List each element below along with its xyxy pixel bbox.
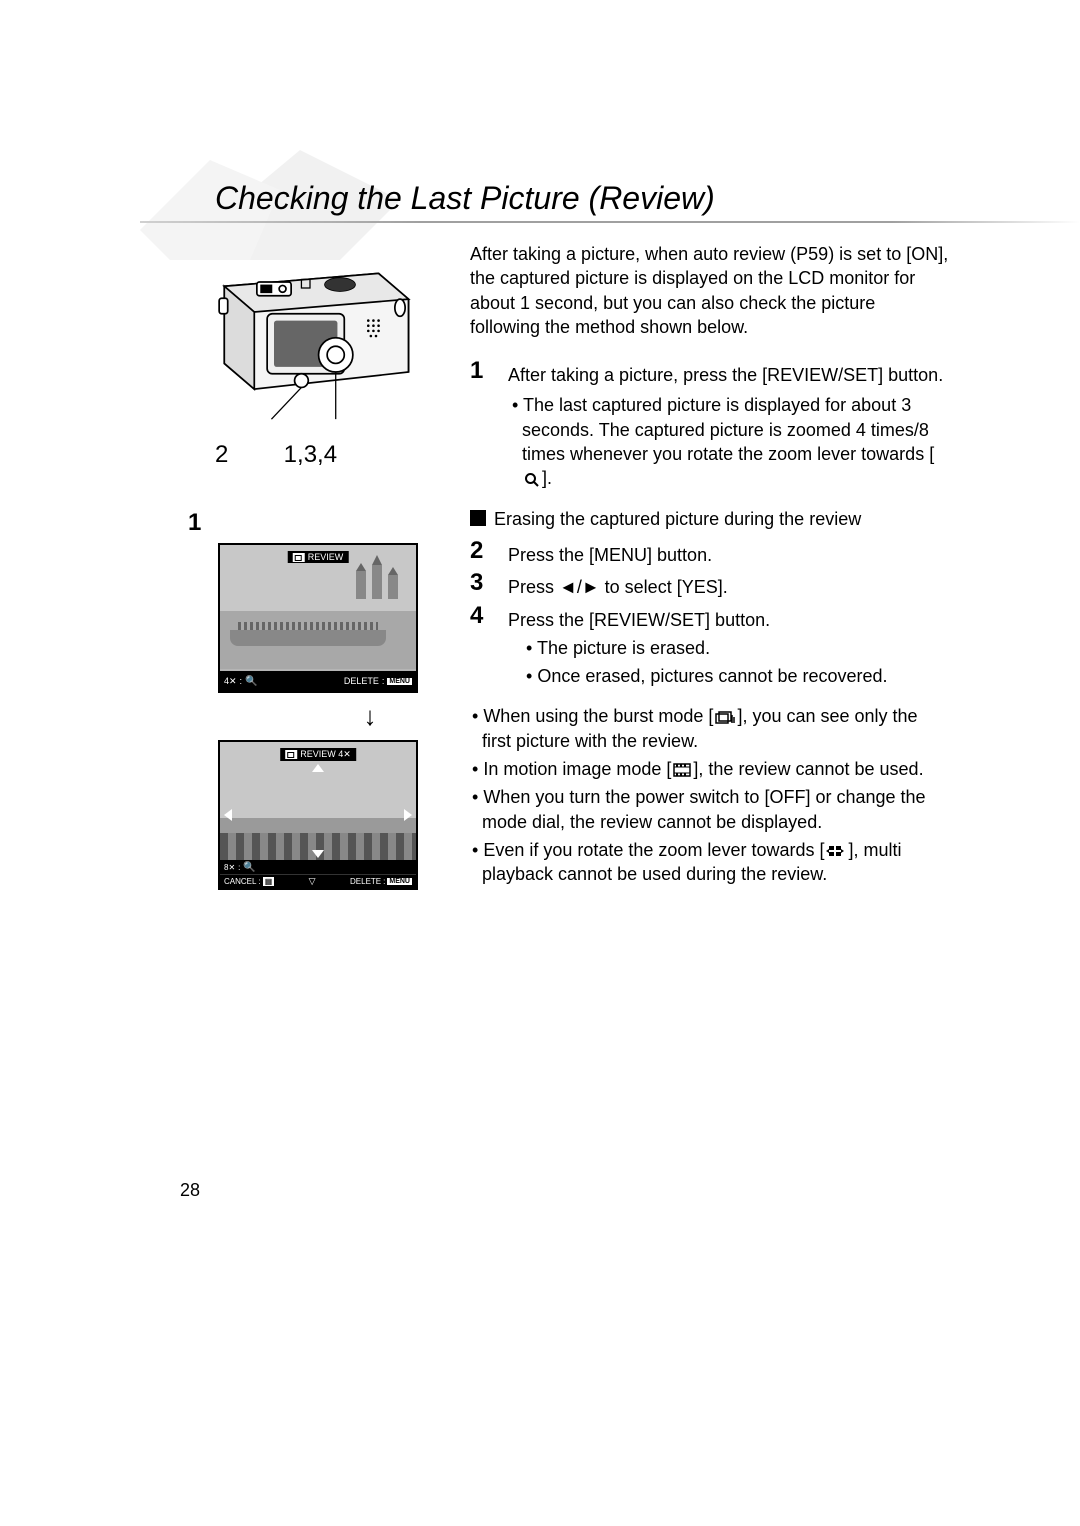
review-text: REVIEW <box>308 552 344 562</box>
step-4-bullet-1: The picture is erased. <box>508 636 950 660</box>
diagram-label-2: 2 <box>215 441 277 469</box>
nav-up-icon <box>312 764 324 772</box>
menu-label: MENU <box>387 678 412 685</box>
step-3: 3 Press ◄/► to select [YES]. <box>470 571 950 599</box>
camera-diagram <box>180 252 440 432</box>
step-1-num: 1 <box>470 359 490 490</box>
step-4-num: 4 <box>470 604 490 689</box>
screen-step-label: 1 <box>180 509 440 537</box>
zoom-8x: 8✕ <box>224 863 235 872</box>
square-bullet <box>470 510 486 526</box>
nav-down-icon <box>312 850 324 858</box>
review-icon <box>293 553 305 562</box>
step-1-text: After taking a picture, press the [REVIE… <box>508 363 950 387</box>
step-1-bullet: The last captured picture is displayed f… <box>508 393 950 490</box>
step-4: 4 Press the [REVIEW/SET] button. The pic… <box>470 604 950 689</box>
nav-left-icon <box>224 809 232 821</box>
castle-illustration <box>350 551 410 601</box>
step-3-num: 3 <box>470 571 490 599</box>
delete-label: DELETE <box>344 676 379 686</box>
step-2-num: 2 <box>470 539 490 567</box>
review-text-2: REVIEW 4✕ <box>300 749 351 760</box>
step-4-text: Press the [REVIEW/SET] button. <box>508 608 950 632</box>
step-1: 1 After taking a picture, press the [REV… <box>470 359 950 490</box>
multi-playback-icon <box>826 844 846 858</box>
page-title: Checking the Last Picture (Review) <box>180 180 950 217</box>
cancel-label: CANCEL <box>224 877 256 886</box>
magnify-icon <box>524 472 540 488</box>
review-tag: REVIEW <box>288 551 349 563</box>
page-number: 28 <box>180 1180 200 1201</box>
thumb-icon: ▦ <box>263 877 275 886</box>
title-underline <box>140 221 1080 223</box>
diagram-label-134: 1,3,4 <box>284 441 337 468</box>
magnify-icon: 🔍 <box>245 676 257 687</box>
zoom-4x: 4✕ <box>224 676 237 687</box>
delete-label-2: DELETE <box>350 877 381 886</box>
step-2-text: Press the [MENU] button. <box>508 539 950 567</box>
notes-section: When using the burst mode [], you can se… <box>470 704 950 886</box>
review-screen-2: REVIEW 4✕ 8✕ : 🔍 <box>218 740 418 890</box>
burst-mode-icon <box>715 711 735 725</box>
step-2: 2 Press the [MENU] button. <box>470 539 950 567</box>
nav-right-icon <box>404 809 412 821</box>
review-tag-2: REVIEW 4✕ <box>280 748 356 761</box>
motion-image-icon <box>673 763 691 777</box>
screen-footer-1: 4✕ : 🔍 DELETE : MENU <box>220 671 416 691</box>
screen-footer-2: 8✕ : 🔍 CANCEL: ▦ ▽ <box>220 860 416 888</box>
note-1: When using the burst mode [], you can se… <box>470 704 950 753</box>
title-area: Checking the Last Picture (Review) <box>180 180 950 217</box>
diagram-labels: 2 1,3,4 <box>180 441 440 469</box>
note-4: Even if you rotate the zoom lever toward… <box>470 838 950 887</box>
down-arrow: ↓ <box>300 701 440 732</box>
note-3: When you turn the power switch to [OFF] … <box>470 785 950 834</box>
review-screen-1: REVIEW 4✕ : 🔍 DELETE : MENU <box>218 543 418 693</box>
magnify-icon: 🔍 <box>243 862 255 873</box>
erase-heading: Erasing the captured picture during the … <box>470 507 950 531</box>
note-2: In motion image mode [], the review cann… <box>470 757 950 781</box>
step-3-text: Press ◄/► to select [YES]. <box>508 571 950 599</box>
review-icon <box>285 750 297 759</box>
intro-text: After taking a picture, when auto review… <box>470 242 950 339</box>
step-4-bullet-2: Once erased, pictures cannot be recovere… <box>508 664 950 688</box>
left-right-icon: ◄/► <box>559 575 600 599</box>
menu-label-2: MENU <box>387 878 412 885</box>
erase-heading-text: Erasing the captured picture during the … <box>494 507 950 531</box>
